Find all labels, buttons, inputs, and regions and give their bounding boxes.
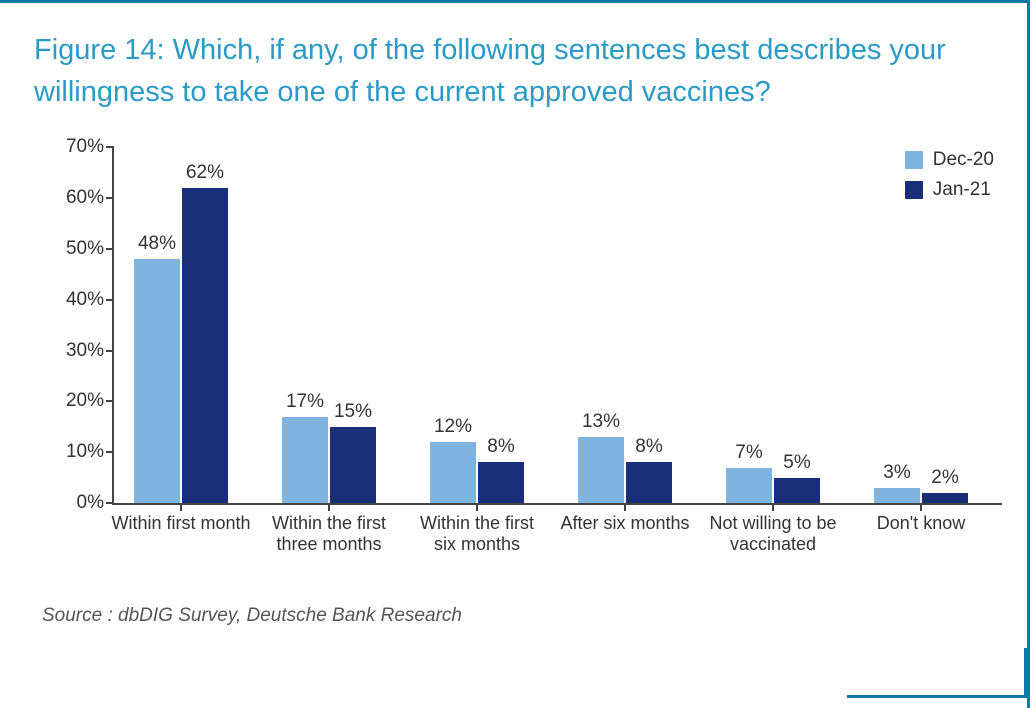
bar-value-label: 48% <box>138 233 176 255</box>
y-tick-label: 0% <box>44 492 104 514</box>
source-text: Source : dbDIG Survey, Deutsche Bank Res… <box>42 605 999 627</box>
bar-value-label: 13% <box>582 411 620 433</box>
x-tick-mark <box>476 503 478 511</box>
bar: 12% <box>430 442 476 503</box>
bar-value-label: 12% <box>434 416 472 438</box>
y-tick-mark <box>106 197 114 199</box>
legend-swatch <box>905 151 923 169</box>
x-tick-mark <box>920 503 922 511</box>
x-tick-mark <box>624 503 626 511</box>
bar: 7% <box>726 468 772 504</box>
bar-value-label: 5% <box>783 452 810 474</box>
figure-frame: Figure 14: Which, if any, of the followi… <box>0 0 1030 708</box>
bar: 8% <box>626 462 672 503</box>
bar: 2% <box>922 493 968 503</box>
x-tick-mark <box>180 503 182 511</box>
frame-corner-right <box>1024 648 1027 698</box>
x-tick-label: Within the first six months <box>407 513 547 554</box>
y-tick-label: 30% <box>44 340 104 362</box>
bar-value-label: 62% <box>186 162 224 184</box>
bar-value-label: 2% <box>931 467 958 489</box>
chart: 0%10%20%30%40%50%60%70%Within first mont… <box>42 147 1002 577</box>
legend-label: Dec-20 <box>933 149 994 171</box>
y-tick-mark <box>106 502 114 504</box>
bar: 8% <box>478 462 524 503</box>
y-tick-label: 10% <box>44 441 104 463</box>
bar: 17% <box>282 417 328 503</box>
bar-value-label: 7% <box>735 442 762 464</box>
legend-item: Dec-20 <box>905 149 994 171</box>
x-tick-label: Not willing to be vaccinated <box>703 513 843 554</box>
y-tick-mark <box>106 400 114 402</box>
x-tick-mark <box>772 503 774 511</box>
bar-value-label: 8% <box>635 436 662 458</box>
bar-value-label: 8% <box>487 436 514 458</box>
frame-corner-bottom <box>847 695 1027 698</box>
bar: 3% <box>874 488 920 503</box>
y-tick-mark <box>106 350 114 352</box>
y-tick-mark <box>106 451 114 453</box>
plot-area: 0%10%20%30%40%50%60%70%Within first mont… <box>112 147 1002 505</box>
bar-value-label: 3% <box>883 462 910 484</box>
x-tick-mark <box>328 503 330 511</box>
figure-title: Figure 14: Which, if any, of the followi… <box>34 29 994 113</box>
legend-item: Jan-21 <box>905 179 994 201</box>
legend-swatch <box>905 181 923 199</box>
y-tick-mark <box>106 146 114 148</box>
bar: 13% <box>578 437 624 503</box>
y-tick-mark <box>106 248 114 250</box>
x-tick-label: After six months <box>555 513 695 534</box>
bar-value-label: 15% <box>334 401 372 423</box>
bar: 15% <box>330 427 376 503</box>
x-tick-label: Within the first three months <box>259 513 399 554</box>
bar-value-label: 17% <box>286 391 324 413</box>
legend-label: Jan-21 <box>933 179 991 201</box>
bar: 62% <box>182 188 228 503</box>
y-tick-mark <box>106 299 114 301</box>
y-tick-label: 20% <box>44 390 104 412</box>
x-tick-label: Don't know <box>851 513 991 534</box>
bar: 5% <box>774 478 820 503</box>
bar: 48% <box>134 259 180 503</box>
y-tick-label: 70% <box>44 136 104 158</box>
y-tick-label: 50% <box>44 238 104 260</box>
y-tick-label: 60% <box>44 187 104 209</box>
y-tick-label: 40% <box>44 289 104 311</box>
x-tick-label: Within first month <box>111 513 251 534</box>
legend: Dec-20 Jan-21 <box>905 149 994 209</box>
